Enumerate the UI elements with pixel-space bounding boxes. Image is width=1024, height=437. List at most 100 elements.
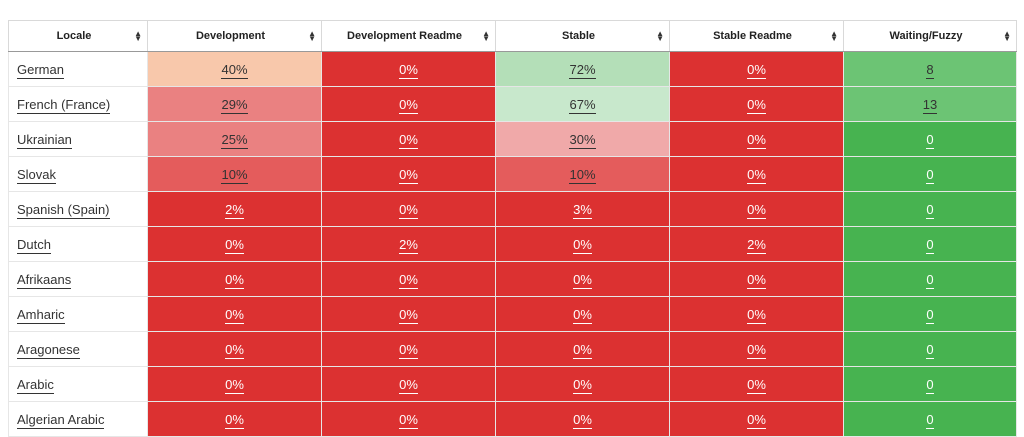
locale-cell: Arabic <box>8 366 148 402</box>
table-row: Dutch 0% 2% 0% 2% 0 <box>8 226 1017 262</box>
stat-value-link[interactable]: 67% <box>569 96 596 114</box>
stat-cell: 13 <box>843 86 1017 122</box>
stat-value-link[interactable]: 0% <box>747 131 766 149</box>
column-header-development[interactable]: Development ▲ ▼ <box>147 20 322 52</box>
stat-cell: 30% <box>495 121 670 157</box>
locale-link[interactable]: Spanish (Spain) <box>17 201 110 219</box>
sort-icon[interactable]: ▲ ▼ <box>830 29 838 43</box>
stat-value-link[interactable]: 72% <box>569 61 596 79</box>
stat-cell: 0% <box>495 296 670 332</box>
stat-value-link[interactable]: 0% <box>225 306 244 324</box>
stat-value-link[interactable]: 0% <box>399 341 418 359</box>
stat-value-link[interactable]: 0% <box>399 201 418 219</box>
stat-cell: 40% <box>147 51 322 87</box>
column-header-waiting-fuzzy[interactable]: Waiting/Fuzzy ▲ ▼ <box>843 20 1017 52</box>
stat-value-link[interactable]: 3% <box>573 201 592 219</box>
stat-value-link[interactable]: 0 <box>926 376 934 394</box>
stat-value-link[interactable]: 25% <box>221 131 248 149</box>
column-header-stable[interactable]: Stable ▲ ▼ <box>495 20 670 52</box>
stat-value-link[interactable]: 10% <box>221 166 248 184</box>
locale-link[interactable]: Ukrainian <box>17 131 72 149</box>
stat-value-link[interactable]: 0% <box>399 166 418 184</box>
stat-value-link[interactable]: 0% <box>225 271 244 289</box>
locale-cell: Slovak <box>8 156 148 192</box>
locale-link[interactable]: Afrikaans <box>17 271 72 289</box>
stat-value-link[interactable]: 0% <box>747 411 766 429</box>
stat-value-link[interactable]: 0% <box>399 61 418 79</box>
sort-icon[interactable]: ▲ ▼ <box>134 29 142 43</box>
stat-value-link[interactable]: 0 <box>926 271 934 289</box>
stat-value-link[interactable]: 0% <box>573 271 592 289</box>
sort-icon[interactable]: ▲ ▼ <box>1003 29 1011 43</box>
stat-cell: 0% <box>669 121 844 157</box>
stat-cell: 0% <box>147 226 322 262</box>
stat-value-link[interactable]: 0% <box>747 341 766 359</box>
table-row: Afrikaans 0% 0% 0% 0% 0 <box>8 261 1017 297</box>
stat-cell: 2% <box>147 191 322 227</box>
locale-link[interactable]: German <box>17 61 64 79</box>
stat-value-link[interactable]: 0% <box>399 96 418 114</box>
stat-cell: 72% <box>495 51 670 87</box>
stat-value-link[interactable]: 0% <box>399 306 418 324</box>
table-row: French (France) 29% 0% 67% 0% 13 <box>8 86 1017 122</box>
stat-value-link[interactable]: 0 <box>926 131 934 149</box>
stat-value-link[interactable]: 0 <box>926 236 934 254</box>
locale-cell: Aragonese <box>8 331 148 367</box>
stat-value-link[interactable]: 29% <box>221 96 248 114</box>
stat-value-link[interactable]: 0% <box>399 376 418 394</box>
stat-value-link[interactable]: 0% <box>225 341 244 359</box>
stat-value-link[interactable]: 0 <box>926 201 934 219</box>
stat-value-link[interactable]: 0% <box>399 411 418 429</box>
stat-cell: 0 <box>843 331 1017 367</box>
locale-link[interactable]: French (France) <box>17 96 111 114</box>
stat-value-link[interactable]: 0% <box>747 96 766 114</box>
stat-cell: 0 <box>843 296 1017 332</box>
column-header-locale[interactable]: Locale ▲ ▼ <box>8 20 148 52</box>
stat-value-link[interactable]: 0% <box>399 271 418 289</box>
stat-value-link[interactable]: 0% <box>747 376 766 394</box>
locale-link[interactable]: Amharic <box>17 306 65 324</box>
locale-link[interactable]: Aragonese <box>17 341 80 359</box>
locale-cell: Amharic <box>8 296 148 332</box>
stat-value-link[interactable]: 0% <box>573 376 592 394</box>
stat-value-link[interactable]: 13 <box>922 96 938 114</box>
stat-value-link[interactable]: 0 <box>926 306 934 324</box>
stat-value-link[interactable]: 8 <box>926 61 934 79</box>
stat-cell: 0% <box>669 331 844 367</box>
column-header-label: Stable Readme <box>713 30 792 42</box>
stat-value-link[interactable]: 0% <box>747 61 766 79</box>
sort-icon[interactable]: ▲ ▼ <box>482 29 490 43</box>
stat-value-link[interactable]: 0% <box>225 236 244 254</box>
stat-value-link[interactable]: 0 <box>926 166 934 184</box>
stat-value-link[interactable]: 0 <box>926 341 934 359</box>
stat-value-link[interactable]: 0% <box>747 271 766 289</box>
stat-value-link[interactable]: 2% <box>399 236 418 254</box>
stat-value-link[interactable]: 0% <box>747 306 766 324</box>
stat-value-link[interactable]: 0 <box>926 411 934 429</box>
locale-link[interactable]: Slovak <box>17 166 57 184</box>
column-header-development-readme[interactable]: Development Readme ▲ ▼ <box>321 20 496 52</box>
stat-value-link[interactable]: 2% <box>747 236 766 254</box>
stat-value-link[interactable]: 0% <box>573 306 592 324</box>
column-header-stable-readme[interactable]: Stable Readme ▲ ▼ <box>669 20 844 52</box>
translation-status-table: Locale ▲ ▼ Development ▲ ▼ Development Rea… <box>8 20 1017 437</box>
stat-cell: 3% <box>495 191 670 227</box>
locale-link[interactable]: Arabic <box>17 376 54 394</box>
sort-icon[interactable]: ▲ ▼ <box>308 29 316 43</box>
stat-value-link[interactable]: 0% <box>747 201 766 219</box>
sort-icon[interactable]: ▲ ▼ <box>656 29 664 43</box>
stat-value-link[interactable]: 0% <box>573 236 592 254</box>
locale-link[interactable]: Algerian Arabic <box>17 411 105 429</box>
stat-value-link[interactable]: 0% <box>225 376 244 394</box>
stat-value-link[interactable]: 0% <box>573 341 592 359</box>
stat-cell: 2% <box>669 226 844 262</box>
stat-value-link[interactable]: 0% <box>747 166 766 184</box>
stat-value-link[interactable]: 0% <box>573 411 592 429</box>
stat-value-link[interactable]: 30% <box>569 131 596 149</box>
stat-value-link[interactable]: 0% <box>225 411 244 429</box>
stat-value-link[interactable]: 2% <box>225 201 244 219</box>
stat-value-link[interactable]: 0% <box>399 131 418 149</box>
locale-link[interactable]: Dutch <box>17 236 51 254</box>
stat-value-link[interactable]: 40% <box>221 61 248 79</box>
stat-value-link[interactable]: 10% <box>569 166 596 184</box>
